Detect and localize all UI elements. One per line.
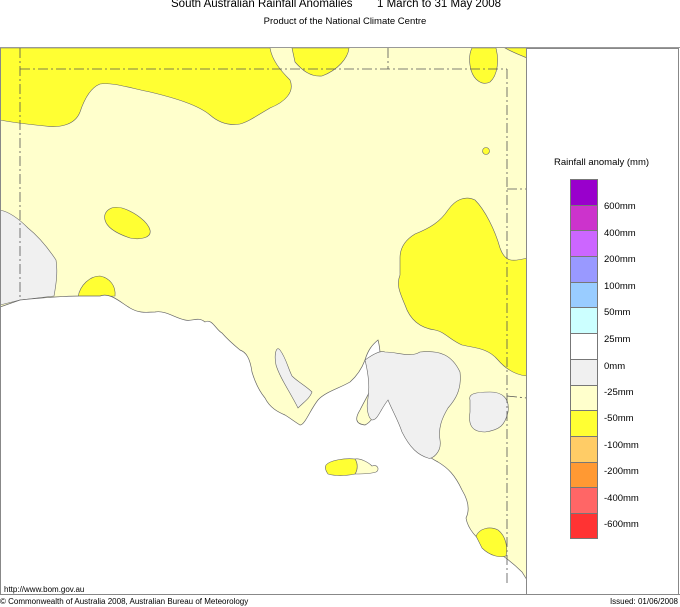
legend-label: 200mm: [604, 254, 636, 265]
legend-label: -100mm: [604, 440, 639, 451]
ocean: [0, 294, 527, 595]
legend-title: Rainfall anomaly (mm): [554, 157, 650, 168]
legend-panel: [526, 48, 679, 595]
yellow-region-bight: [77, 275, 116, 298]
bom-url: http://www.bom.gov.au: [4, 585, 85, 594]
legend-label: -25mm: [604, 387, 634, 398]
legend-swatch: [570, 512, 598, 539]
frame-top-border: [0, 47, 680, 48]
legend-swatch: [570, 487, 598, 513]
grey-region-east: [469, 391, 509, 433]
yellow-region-southeast: [475, 527, 508, 558]
legend-label: -400mm: [604, 493, 639, 504]
kangaroo-island-east: [354, 458, 379, 475]
legend-label: -600mm: [604, 519, 639, 530]
legend-label: 50mm: [604, 307, 631, 318]
legend-label: -200mm: [604, 466, 639, 477]
legend-swatch: [570, 179, 598, 205]
district-boundaries: [19, 48, 527, 583]
legend-label: 0mm: [604, 361, 626, 372]
rainfall-anomaly-map: [0, 48, 527, 595]
grey-region-eyre: [274, 348, 313, 409]
legend-label: 100mm: [604, 281, 636, 292]
legend-swatch: [570, 333, 598, 359]
legend-swatch: [570, 410, 598, 436]
legend-swatch: [570, 204, 598, 231]
grey-region-west: [0, 209, 58, 306]
legend-swatch: [570, 384, 598, 411]
legend-swatch: [570, 461, 598, 488]
legend-colorbar: [570, 179, 598, 539]
yellow-region-northeast: [469, 48, 498, 84]
legend-label: 400mm: [604, 228, 636, 239]
yellow-dot: [482, 147, 490, 155]
legend-swatch: [570, 281, 598, 308]
legend-swatch: [570, 358, 598, 385]
title-text: South Australian Rainfall Anomalies: [171, 0, 353, 10]
legend-swatch: [570, 256, 598, 282]
legend-label: -50mm: [604, 413, 634, 424]
yellow-region-west-central: [104, 207, 151, 240]
legend-label: 25mm: [604, 334, 631, 345]
subtitle: Product of the National Climate Centre: [263, 16, 427, 27]
issued-date: Issued: 01/06/2008: [609, 597, 678, 606]
grey-region-central: [364, 351, 461, 459]
legend-swatch: [570, 435, 598, 462]
period-text: 1 March to 31 May 2008: [377, 0, 502, 10]
legend-swatch: [570, 307, 598, 334]
yellow-region-east: [398, 197, 527, 377]
yellow-corner: [504, 48, 527, 59]
yellow-region-north: [0, 48, 292, 127]
copyright: © Commonwealth of Australia 2008, Austra…: [0, 597, 249, 606]
legend-swatch: [570, 230, 598, 257]
legend-label: 600mm: [604, 201, 636, 212]
frame-bottom-border: [0, 594, 680, 595]
